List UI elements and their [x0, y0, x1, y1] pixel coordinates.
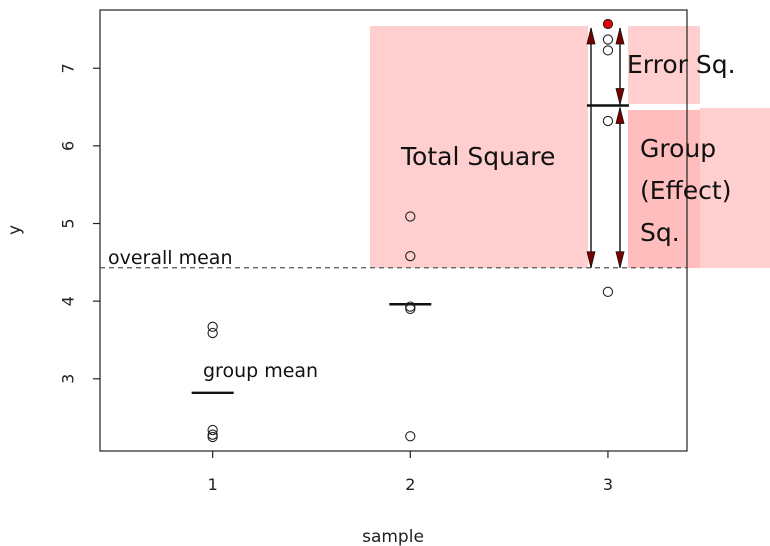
- data-point: [602, 115, 614, 127]
- arrow-head: [586, 27, 596, 45]
- data-point: [405, 303, 416, 315]
- x-tick-label: 1: [208, 475, 218, 494]
- data-point: [405, 250, 416, 262]
- x-axis: 1 2 3: [208, 451, 613, 494]
- data-point: [602, 286, 614, 297]
- y-tick-label: 6: [59, 141, 78, 151]
- data-point: [207, 431, 218, 443]
- arrow-head: [615, 88, 625, 105]
- y-axis: 3 4 5 6 7: [59, 63, 100, 384]
- data-point: [602, 34, 614, 45]
- sum-of-squares-arrows: [586, 27, 625, 268]
- data-points: [207, 18, 614, 443]
- y-tick-label: 3: [59, 374, 78, 384]
- arrow-head: [615, 251, 625, 268]
- arrow-head: [586, 251, 596, 268]
- data-point: [207, 327, 218, 339]
- y-tick-label: 7: [59, 63, 78, 73]
- data-point: [405, 211, 416, 222]
- group-square-label-line3: Sq.: [640, 218, 680, 247]
- arrow-head: [615, 107, 625, 124]
- data-point: [207, 321, 218, 332]
- group-square-region: [614, 108, 770, 268]
- data-point: [405, 301, 416, 312]
- group-square-label-line2: (Effect): [640, 176, 731, 205]
- x-axis-label: sample: [362, 527, 424, 546]
- plot-frame: [99, 9, 688, 452]
- y-tick-label: 5: [59, 218, 78, 228]
- x-tick-label: 2: [405, 475, 415, 494]
- y-tick-label: 4: [59, 296, 78, 306]
- y-axis-label: y: [5, 225, 25, 235]
- data-point: [207, 424, 218, 436]
- arrow-gap-region: [588, 20, 628, 272]
- overall-mean-label: overall mean: [108, 247, 233, 269]
- data-point: [405, 431, 416, 442]
- arrow-head: [615, 27, 625, 45]
- group-square-label-line1: Group: [640, 134, 716, 163]
- group-mean-label: group mean: [203, 360, 318, 382]
- data-point: [207, 429, 218, 440]
- error-square-label: Error Sq.: [627, 50, 736, 79]
- highlight-point: [602, 18, 614, 30]
- data-point: [602, 45, 614, 56]
- error-gap-region: [626, 104, 700, 110]
- total-square-label: Total Square: [400, 142, 555, 171]
- x-tick-label: 3: [603, 475, 613, 494]
